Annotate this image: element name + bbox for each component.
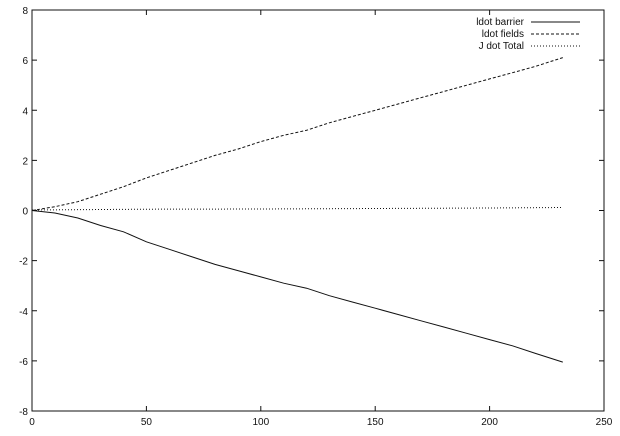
x-tick-label: 50: [141, 417, 153, 428]
y-tick-label: -8: [19, 407, 28, 418]
y-tick-label: 8: [22, 6, 28, 17]
legend: ldot barrier ldot fields J dot Total: [476, 17, 580, 52]
series-line-ldot-barrier: [31, 210, 563, 363]
plot-area-frame: [31, 9, 605, 412]
y-tick-label: 2: [22, 156, 28, 167]
x-axis: 0 50 100 150 200 250: [29, 10, 613, 428]
legend-label-j-dot-total: J dot Total: [479, 41, 524, 52]
legend-label-ldot-barrier: ldot barrier: [476, 17, 524, 28]
y-tick-label: -6: [19, 357, 28, 368]
series-line-j-dot-total: [31, 207, 563, 211]
x-tick-label: 200: [481, 417, 498, 428]
y-tick-label: -2: [19, 257, 28, 268]
y-tick-label: 0: [22, 207, 28, 218]
y-tick-label: 6: [22, 56, 28, 67]
x-tick-label: 250: [596, 417, 613, 428]
x-tick-label: 0: [29, 417, 35, 428]
series-layer: [31, 57, 563, 363]
series-line-ldot-fields: [31, 57, 563, 211]
x-tick-label: 100: [252, 417, 269, 428]
legend-label-ldot-fields: ldot fields: [482, 29, 524, 40]
y-axis: -8 -6 -4 -2 0 2 4 6 8: [19, 6, 604, 418]
y-tick-label: -4: [19, 307, 28, 318]
x-tick-label: 150: [367, 417, 384, 428]
y-tick-label: 4: [22, 106, 28, 117]
